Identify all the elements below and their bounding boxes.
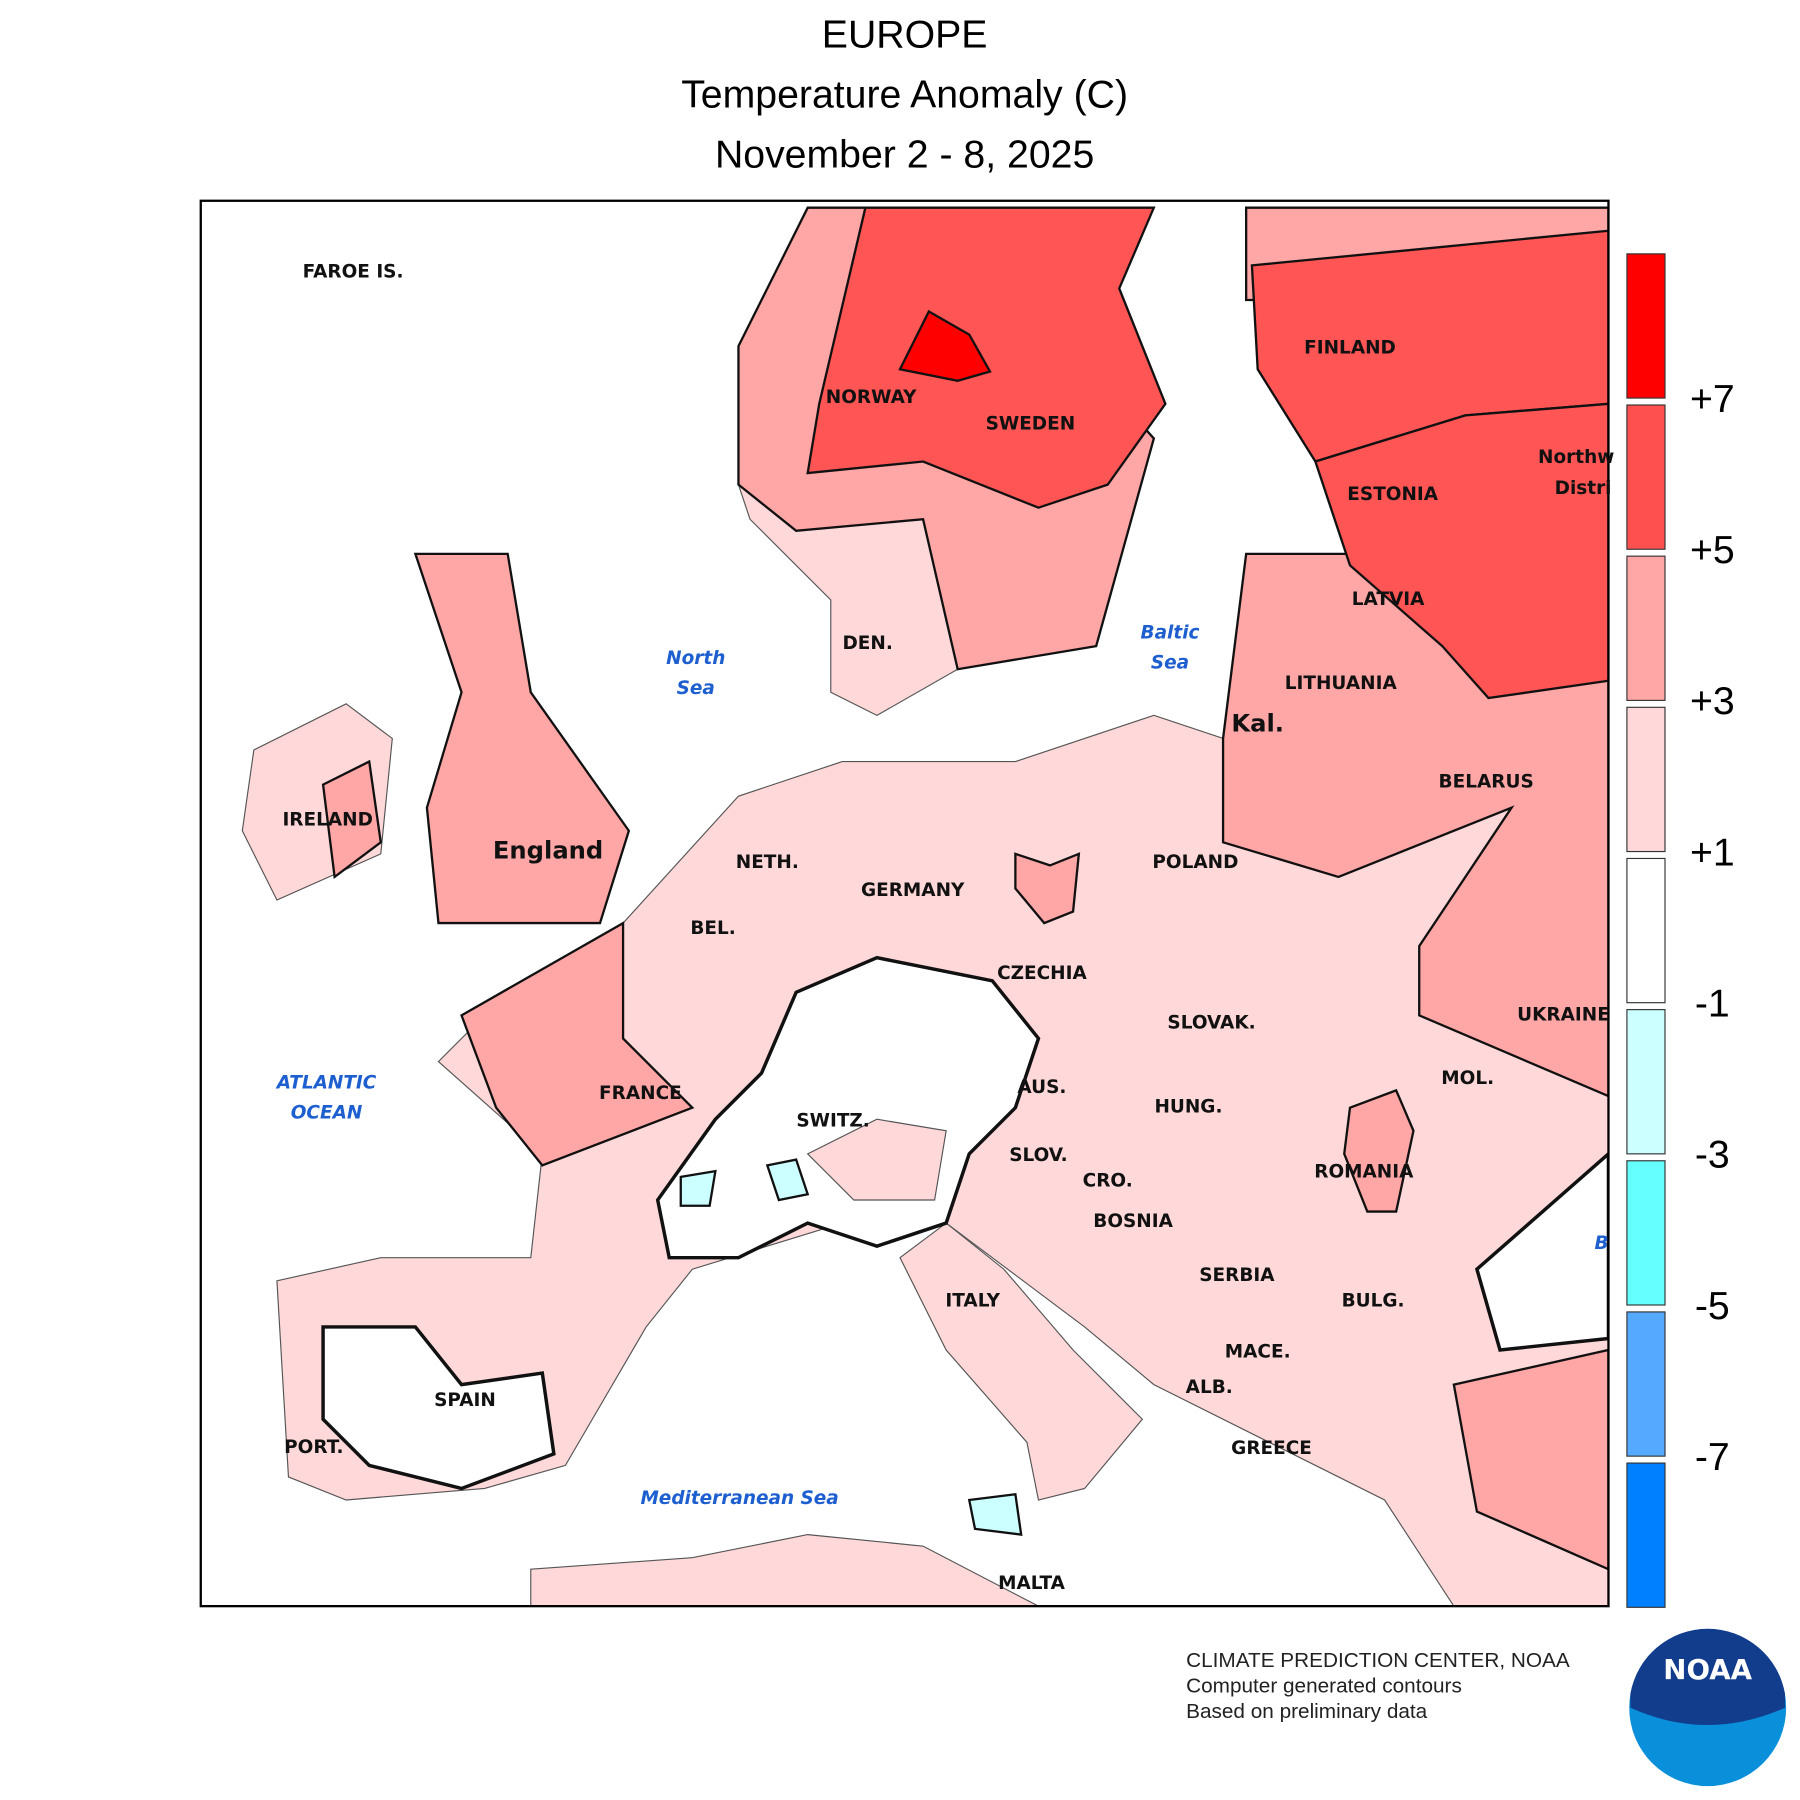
country-label: BELARUS: [1439, 771, 1534, 792]
country-label: ALB.: [1186, 1377, 1233, 1398]
sea-label: Sea: [677, 678, 715, 699]
sea-label: North: [666, 648, 725, 669]
country-label: POLAND: [1152, 852, 1238, 873]
credit: Based on preliminary data: [1186, 1700, 1428, 1723]
country-label: GREECE: [1231, 1438, 1312, 1459]
country-label: HUNG.: [1154, 1097, 1222, 1118]
country-label: ESTONIA: [1347, 484, 1438, 505]
country-label: FINLAND: [1304, 337, 1396, 358]
legend-tick-label: -1: [1695, 982, 1730, 1026]
country-label: MOL.: [1441, 1068, 1494, 1089]
country-label: SWEDEN: [986, 414, 1076, 435]
legend: +7 +5 +3 +1 -1 -3 -5 -7: [1626, 253, 1735, 1608]
legend-swatch: [1626, 857, 1666, 1004]
country-label: England: [493, 837, 603, 865]
country-label: MALTA: [998, 1573, 1066, 1594]
dates: November 2 - 8, 2025: [715, 132, 1094, 176]
country-label: SPAIN: [434, 1390, 496, 1411]
country-label: ROMANIA: [1314, 1161, 1414, 1182]
country-label: SERBIA: [1199, 1265, 1275, 1286]
country-label: FRANCE: [599, 1083, 682, 1104]
legend-tick-label: -5: [1695, 1284, 1730, 1328]
legend-swatch: [1626, 555, 1666, 701]
map-labels: FAROE IS. NORWAY SWEDEN FINLAND ESTONIA LATVI…: [275, 261, 1615, 1594]
country-label: FAROE IS.: [303, 261, 404, 282]
country-label: MACE.: [1225, 1341, 1291, 1362]
legend-swatch: [1626, 404, 1666, 550]
country-label: SLOVAK.: [1167, 1012, 1255, 1033]
legend-tick-label: +3: [1690, 679, 1735, 723]
subtitle: Temperature Anomaly (C): [681, 72, 1128, 116]
legend-swatch: [1626, 1160, 1666, 1306]
country-label: AUS.: [1017, 1077, 1066, 1098]
sea-label: B: [1594, 1233, 1608, 1254]
legend-swatch: [1626, 253, 1666, 399]
country-label: DEN.: [842, 633, 892, 654]
country-label: BOSNIA: [1093, 1211, 1173, 1232]
country-label: UKRAINE: [1517, 1004, 1610, 1025]
country-label: BULG.: [1342, 1291, 1405, 1312]
title: EUROPE: [822, 12, 988, 56]
country-label: Kal.: [1231, 710, 1284, 738]
map-frame: [199, 199, 1610, 1608]
country-label: CRO.: [1083, 1171, 1133, 1192]
sea-label: ATLANTIC: [275, 1072, 377, 1093]
legend-tick-label: -7: [1695, 1435, 1730, 1479]
legend-tick-label: -3: [1695, 1133, 1730, 1177]
country-label: LITHUANIA: [1285, 673, 1398, 694]
sea-label: Sea: [1151, 652, 1189, 673]
credit: Computer generated contours: [1186, 1674, 1462, 1697]
map: [241, 206, 1609, 1607]
country-label: GERMANY: [861, 880, 965, 901]
sea-label: Baltic: [1141, 622, 1200, 643]
sea-label: Mediterranean Sea: [640, 1488, 838, 1509]
legend-swatch: [1626, 1311, 1666, 1457]
logo-text: NOAA: [1663, 1653, 1752, 1686]
country-label: Distri: [1555, 478, 1612, 499]
country-label: NETH.: [736, 852, 799, 873]
legend-swatch: [1626, 1462, 1666, 1608]
legend-swatch: [1626, 1009, 1666, 1155]
logo: [1630, 1628, 1785, 1725]
country-label: LATVIA: [1352, 589, 1425, 610]
country-label: Northw: [1538, 447, 1614, 468]
country-label: BEL.: [690, 918, 735, 939]
country-label: CZECHIA: [997, 963, 1087, 984]
country-label: ITALY: [945, 1291, 1000, 1312]
country-label: IRELAND: [282, 809, 372, 830]
credit: CLIMATE PREDICTION CENTER, NOAA: [1186, 1649, 1570, 1672]
legend-tick-label: +5: [1690, 528, 1735, 572]
legend-tick-label: +7: [1690, 377, 1735, 421]
sea-label: OCEAN: [291, 1102, 363, 1123]
legend-swatch: [1626, 706, 1666, 853]
country-label: PORT.: [284, 1437, 343, 1458]
legend-tick-label: +1: [1690, 830, 1735, 874]
country-label: SLOV.: [1009, 1145, 1068, 1166]
country-label: SWITZ.: [796, 1111, 870, 1132]
country-label: NORWAY: [826, 387, 917, 408]
